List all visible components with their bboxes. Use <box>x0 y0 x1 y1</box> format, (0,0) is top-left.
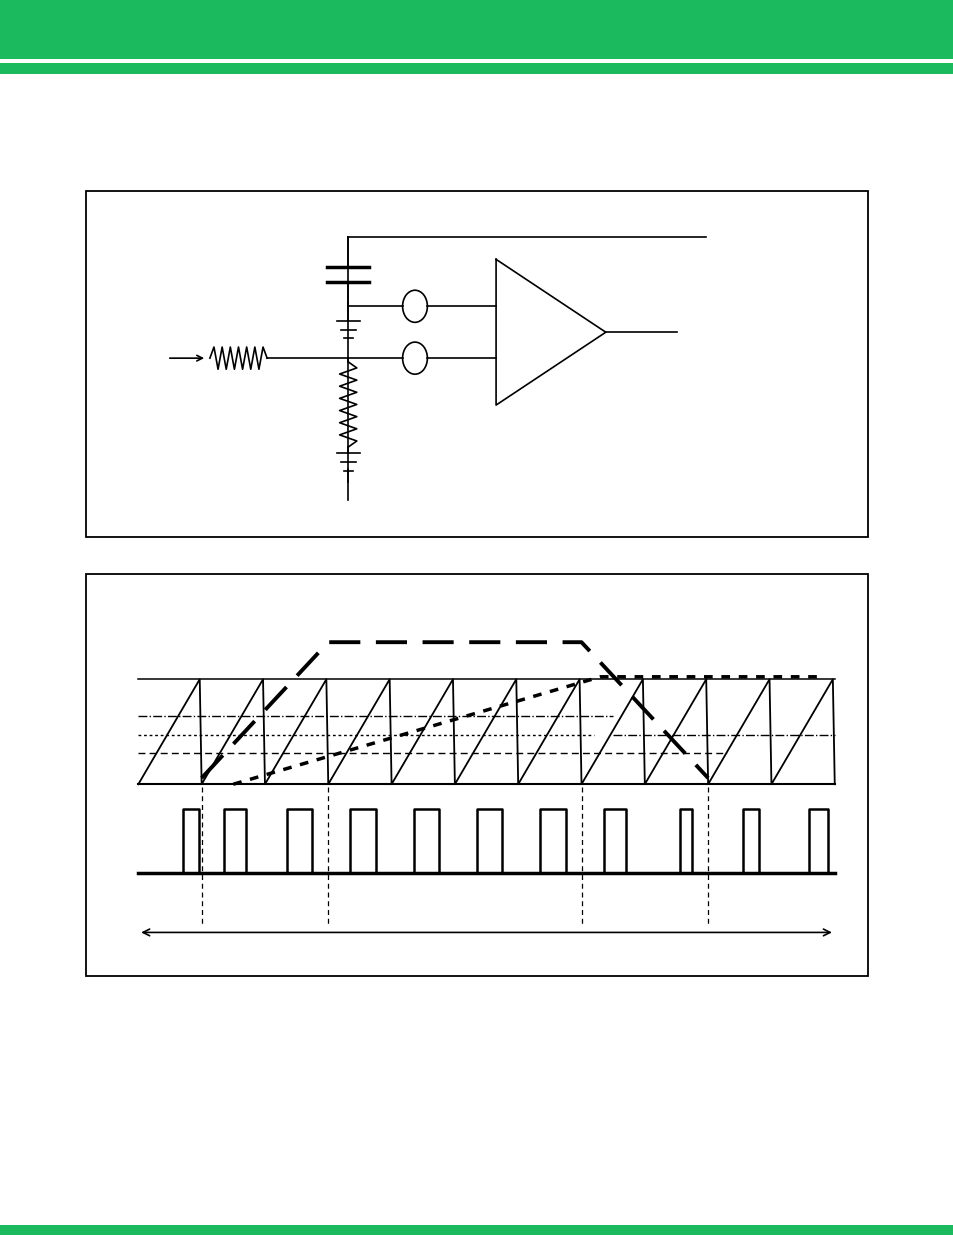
Bar <box>86 191 867 537</box>
Bar <box>0 63 953 74</box>
Bar <box>86 574 867 976</box>
Bar <box>0 1225 953 1235</box>
Bar <box>0 0 953 59</box>
